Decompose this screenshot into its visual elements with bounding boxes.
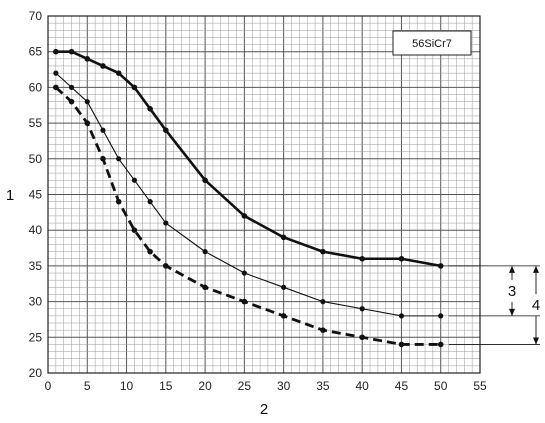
- data-point: [131, 177, 137, 183]
- arrow-head-up: [533, 265, 539, 273]
- annotations: 34: [448, 265, 540, 345]
- arrow-head-up: [509, 265, 515, 273]
- data-point: [163, 127, 169, 134]
- data-point: [281, 284, 287, 290]
- data-point: [131, 227, 138, 233]
- data-point: [115, 70, 122, 76]
- x-tick-label: 0: [45, 379, 52, 393]
- data-point: [100, 156, 106, 162]
- data-point: [437, 263, 444, 269]
- data-point: [115, 198, 122, 205]
- data-point: [438, 313, 444, 319]
- data-point: [116, 156, 122, 162]
- data-point: [100, 63, 106, 69]
- y-axis-label: 1: [6, 187, 14, 204]
- x-tick-label: 35: [316, 379, 330, 393]
- data-point: [241, 298, 248, 305]
- data-point: [241, 270, 247, 276]
- x-tick-label: 40: [356, 379, 370, 393]
- legend: 56SiCr7: [392, 30, 472, 56]
- data-point: [53, 70, 59, 76]
- data-point: [359, 334, 365, 341]
- data-point: [202, 177, 208, 184]
- data-point: [398, 313, 405, 319]
- x-tick-label: 5: [84, 379, 91, 393]
- data-point: [202, 249, 208, 255]
- data-point: [147, 248, 153, 255]
- data-point: [147, 106, 153, 112]
- data-point: [280, 234, 287, 241]
- data-point: [131, 84, 138, 91]
- data-point: [398, 341, 405, 348]
- data-point: [398, 255, 405, 262]
- data-point: [53, 84, 59, 91]
- grid: [47, 15, 481, 374]
- y-tick-label: 70: [29, 9, 43, 23]
- x-tick-label: 55: [473, 379, 487, 393]
- data-point: [320, 327, 326, 333]
- data-point: [320, 248, 326, 255]
- data-point: [100, 127, 106, 133]
- plot-border: [47, 15, 481, 374]
- legend-box: [392, 30, 472, 56]
- dimension-label: 3: [508, 283, 516, 300]
- plot-frame: [47, 15, 481, 374]
- data-point: [359, 255, 365, 262]
- series-group: [53, 48, 444, 348]
- x-tick-label: 30: [277, 379, 291, 393]
- data-point: [202, 284, 208, 291]
- data-point: [280, 313, 287, 319]
- y-tick-label: 55: [29, 116, 43, 130]
- y-tick-label: 30: [29, 295, 43, 309]
- arrow-head-down: [509, 308, 515, 316]
- data-point: [163, 220, 169, 226]
- y-tick-label: 50: [29, 152, 43, 166]
- arrow-head-down: [533, 337, 539, 345]
- data-point: [437, 341, 444, 348]
- data-point: [68, 84, 75, 90]
- y-tick-label: 20: [29, 366, 43, 380]
- data-point: [68, 98, 75, 105]
- data-point: [163, 263, 169, 269]
- y-tick-label: 60: [29, 80, 43, 94]
- data-point: [84, 120, 91, 126]
- x-tick-label: 45: [395, 379, 409, 393]
- x-tick-label: 15: [159, 379, 173, 393]
- data-point: [359, 306, 365, 312]
- data-point: [68, 48, 75, 55]
- data-point: [241, 213, 248, 219]
- y-tick-label: 65: [29, 45, 43, 59]
- y-tick-label: 35: [29, 259, 43, 273]
- legend-label: 56SiCr7: [412, 38, 452, 50]
- data-point: [147, 199, 153, 205]
- y-tick-label: 25: [29, 330, 43, 344]
- x-tick-label: 50: [434, 379, 448, 393]
- x-tick-label: 20: [198, 379, 212, 393]
- y-tick-label: 40: [29, 223, 43, 237]
- y-tick-label: 45: [29, 188, 43, 202]
- data-point: [53, 48, 59, 55]
- x-tick-label: 25: [238, 379, 252, 393]
- data-point: [320, 299, 326, 305]
- x-tick-label: 10: [120, 379, 134, 393]
- data-point: [84, 99, 90, 105]
- tick-labels: 0 5 10 15 20 25 30 35 40 45 50 55 20 25 30 35 40 45 50 55 60…: [29, 9, 487, 393]
- x-axis-label: 2: [260, 401, 268, 418]
- dimension-label: 4: [532, 297, 540, 314]
- data-point: [84, 56, 91, 62]
